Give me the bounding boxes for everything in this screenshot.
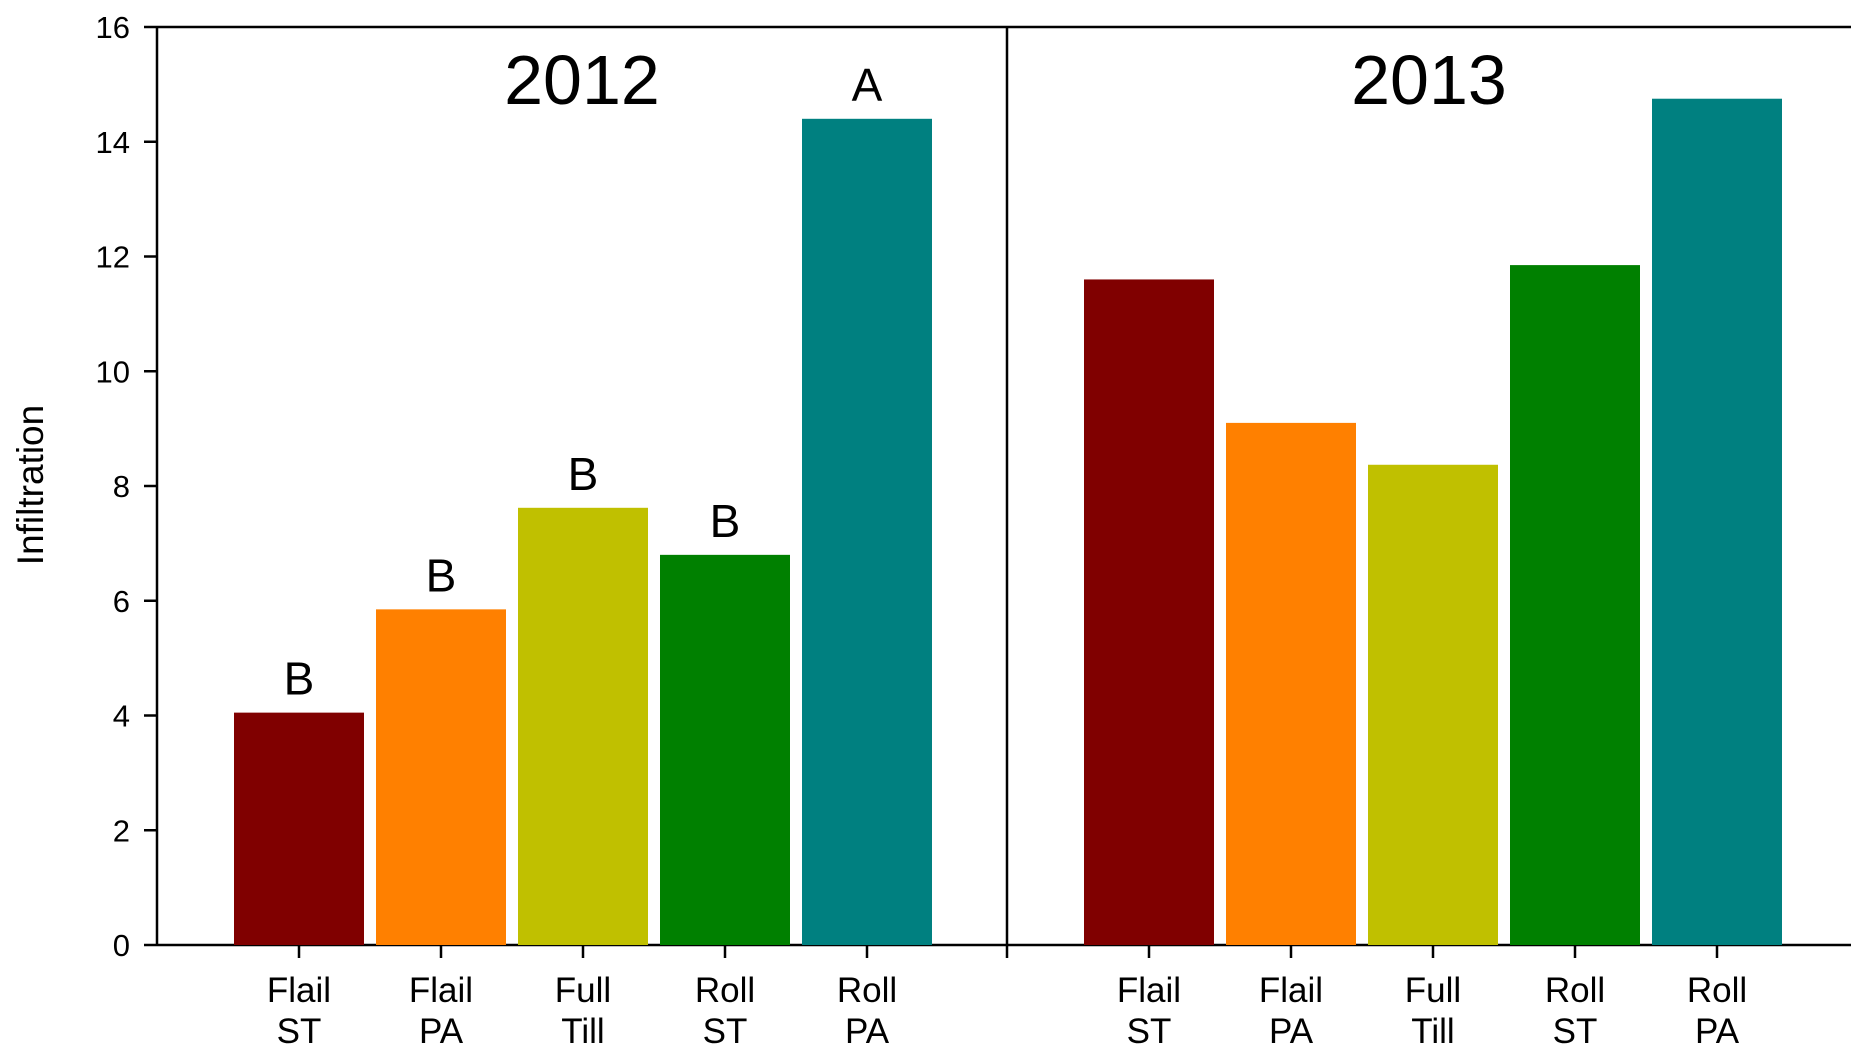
x-tick-label-2013-4-line1: Roll [1687,971,1747,1010]
x-tick-label-2012-0-line2: ST [277,1012,322,1046]
x-tick-label-2013-0-line1: Flail [1117,971,1181,1010]
significance-label-2012-4: A [852,59,883,111]
y-tick-label-16: 16 [96,10,130,45]
x-tick-label-2013-1-line2: PA [1269,1012,1314,1046]
y-tick-label-6: 6 [113,584,130,619]
bar-2012-flail-pa [376,609,506,945]
y-tick-label-4: 4 [113,699,130,734]
bar-2013-roll-pa [1652,98,1782,945]
x-tick-label-2013-4-line2: PA [1695,1012,1740,1046]
bar-2012-roll-st [660,554,790,945]
x-tick-label-2012-1-line1: Flail [409,971,473,1010]
x-tick-label-2013-3-line2: ST [1553,1012,1598,1046]
significance-label-2012-2: B [568,448,599,500]
bar-2012-full-till [518,507,648,945]
panel-title-2012: 2012 [504,41,660,119]
significance-label-2012-1: B [426,549,457,601]
y-tick-label-12: 12 [96,240,130,275]
x-tick-label-2013-2-line2: Till [1411,1012,1454,1046]
panel-title-2013: 2013 [1351,41,1507,119]
significance-label-2012-3: B [710,495,741,547]
y-axis-title: Infiltration [10,405,51,565]
x-tick-label-2012-1-line2: PA [419,1012,464,1046]
x-tick-label-2013-1-line1: Flail [1259,971,1323,1010]
x-tick-label-2012-3-line1: Roll [695,971,755,1010]
x-tick-label-2012-2-line2: Till [561,1012,604,1046]
bar-2013-roll-st [1510,265,1640,945]
y-tick-label-8: 8 [113,469,130,504]
x-tick-label-2012-0-line1: Flail [267,971,331,1010]
significance-label-2012-0: B [284,653,315,705]
x-tick-label-2013-3-line1: Roll [1545,971,1605,1010]
bar-2012-flail-st [234,712,364,945]
bars [234,98,1782,946]
bar-2013-flail-pa [1226,422,1356,945]
x-tick-label-2012-3-line2: ST [703,1012,748,1046]
x-tick-label-2012-4-line1: Roll [837,971,897,1010]
bar-2013-flail-st [1084,279,1214,945]
labels: 02468101214162012FlailSTBFlailPABFullTil… [96,10,1748,1046]
bar-2013-full-till [1368,464,1498,945]
y-tick-label-10: 10 [96,354,130,389]
y-tick-label-2: 2 [113,813,130,848]
y-tick-label-0: 0 [113,928,130,963]
y-tick-label-14: 14 [96,125,130,160]
x-tick-label-2013-2-line1: Full [1405,971,1461,1010]
x-tick-label-2012-4-line2: PA [845,1012,890,1046]
bar-2012-roll-pa [802,118,932,946]
x-tick-label-2012-2-line1: Full [555,971,611,1010]
x-tick-label-2013-0-line2: ST [1127,1012,1172,1046]
